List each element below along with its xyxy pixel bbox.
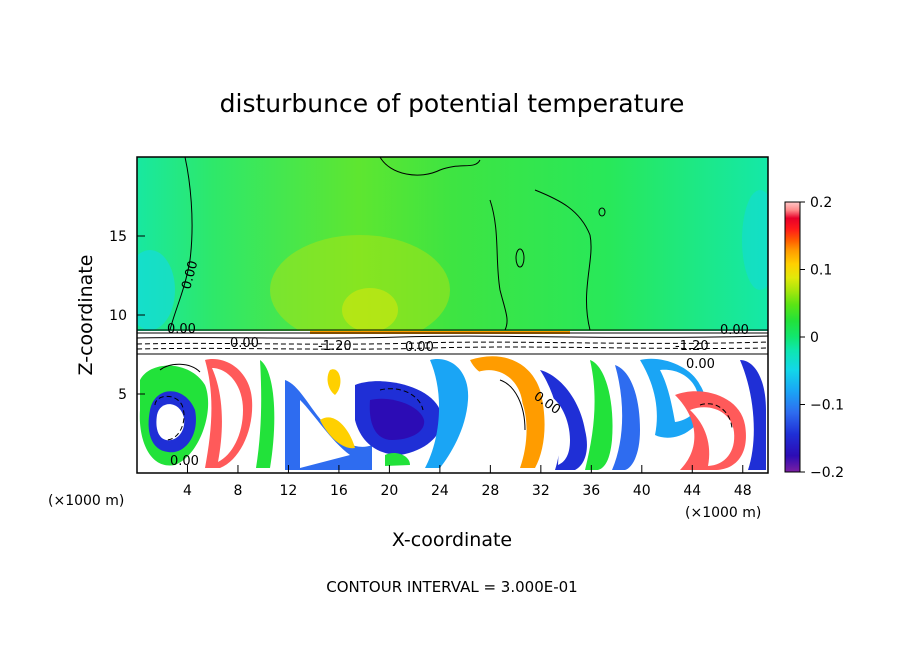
colorbar: [784, 201, 801, 473]
x-tick-label: 12: [280, 483, 298, 499]
x-tick-label: 8: [233, 483, 242, 499]
x-axis-ticks: 4 8 12 16 20 24 28 32 36 40 44 48: [183, 465, 752, 499]
upper-cool-left: [137, 250, 175, 330]
upper-warm-core: [342, 288, 398, 332]
contour-label: 0.00: [686, 357, 715, 372]
contour-interval-note: CONTOUR INTERVAL = 3.000E-01: [326, 578, 577, 596]
colorbar-tick-label: −0.1: [810, 398, 844, 414]
colorbar-tick-label: 0.2: [810, 195, 832, 211]
x-tick-label: 20: [380, 483, 398, 499]
colorbar-tick-label: 0: [810, 330, 819, 346]
upper-cool-right: [742, 190, 768, 290]
contour-lines: [137, 157, 768, 441]
upper-layer-field: [137, 157, 768, 335]
x-tick-label: 48: [734, 483, 752, 499]
y-tick-label: 10: [109, 308, 127, 324]
chart-title: disturbunce of potential temperature: [220, 89, 685, 118]
contour-label-group: 0.00 0.00 0.00 -1.20 0.00 -1.20 0.00 0.0…: [167, 259, 749, 469]
contour-label: 0.00: [179, 259, 201, 291]
plot-area: [137, 157, 768, 473]
x-tick-label: 4: [183, 483, 192, 499]
x-tick-label: 24: [431, 483, 449, 499]
x-tick-label: 36: [582, 483, 600, 499]
x-axis-label: X-coordinate: [392, 529, 512, 551]
contour-label: -1.20: [675, 339, 709, 354]
x-axis-unit-right: (×1000 m): [685, 505, 761, 521]
contour-label: 0.00: [170, 454, 199, 469]
contour-label: 0.00: [230, 336, 259, 351]
contour-label: 0.00: [720, 323, 749, 338]
contour-label: -1.20: [318, 339, 352, 354]
x-tick-label: 16: [330, 483, 348, 499]
colorbar-tick-label: 0.1: [810, 263, 832, 279]
x-axis-unit-left: (×1000 m): [48, 493, 124, 509]
x-tick-label: 32: [532, 483, 550, 499]
y-tick-label: 5: [118, 387, 127, 403]
y-axis-label: Z-coordinate: [75, 255, 97, 376]
y-tick-label: 15: [109, 229, 127, 245]
x-tick-label: 40: [633, 483, 651, 499]
colorbar-ticks: 0.2 0.1 0 −0.1 −0.2: [800, 195, 844, 481]
contour-label: 0.00: [167, 322, 196, 337]
y-axis-ticks: 5 10 15: [109, 229, 145, 403]
x-tick-label: 44: [683, 483, 701, 499]
contour-label: 0.00: [405, 340, 434, 355]
eddy-field: [139, 356, 766, 470]
x-tick-label: 28: [481, 483, 499, 499]
colorbar-tick-label: −0.2: [810, 465, 844, 481]
